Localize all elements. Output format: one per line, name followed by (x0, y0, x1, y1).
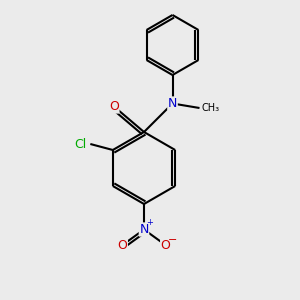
Text: O: O (109, 100, 119, 113)
Text: CH₃: CH₃ (202, 103, 220, 113)
Text: +: + (146, 218, 153, 227)
Text: O: O (161, 238, 170, 252)
Text: Cl: Cl (74, 137, 87, 151)
Text: N: N (168, 97, 177, 110)
Text: N: N (139, 223, 149, 236)
Text: −: − (167, 235, 177, 245)
Text: O: O (118, 238, 127, 252)
